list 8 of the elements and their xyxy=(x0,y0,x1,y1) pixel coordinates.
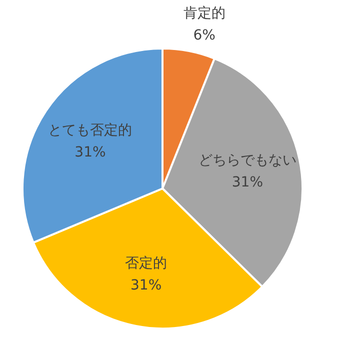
data-label: 31% xyxy=(232,174,264,191)
slice-label: 否定的 xyxy=(125,256,168,272)
data-label: 6% xyxy=(193,28,216,44)
data-label: 31% xyxy=(74,144,106,160)
slice-label: とても否定的 xyxy=(48,122,132,138)
data-label: 31% xyxy=(130,278,162,294)
slice-label: 肯定的 xyxy=(183,6,226,22)
slice-label: どちらでもない xyxy=(198,152,296,169)
